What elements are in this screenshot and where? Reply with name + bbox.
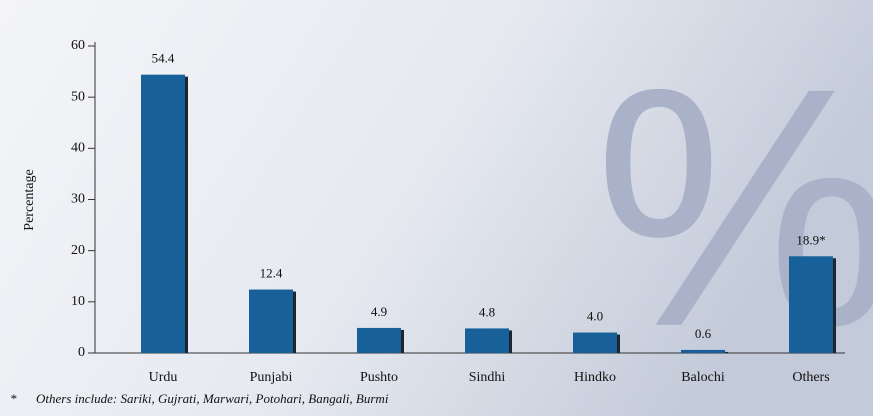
x-tick-label: Sindhi	[469, 370, 506, 385]
value-label: 4.9	[371, 304, 387, 319]
value-label: 54.4	[152, 51, 175, 66]
bar	[357, 327, 401, 353]
footnote-marker: *	[10, 391, 17, 406]
y-tick-label: 40	[71, 141, 85, 156]
y-axis-label: Percentage	[22, 169, 37, 230]
y-tick-label: 10	[71, 294, 85, 309]
y-tick-label: 50	[71, 89, 85, 104]
value-label: 4.0	[587, 309, 603, 324]
y-tick-label: 60	[71, 38, 85, 53]
y-tick-label: 0	[78, 345, 85, 360]
value-label: 12.4	[260, 266, 283, 281]
bar	[573, 332, 617, 353]
bar	[789, 256, 833, 353]
value-label: 18.9*	[796, 232, 825, 247]
bar	[141, 74, 185, 354]
bar	[465, 328, 509, 353]
x-tick-label: Pushto	[360, 370, 398, 385]
bar	[249, 289, 293, 353]
bar	[681, 349, 725, 353]
y-tick-label: 30	[71, 192, 85, 207]
y-tick-label: 20	[71, 243, 85, 258]
x-tick-label: Balochi	[681, 370, 725, 385]
value-label: 4.8	[479, 304, 495, 319]
value-label: 0.6	[695, 326, 712, 341]
footnote: Others include: Sariki, Gujrati, Marwari…	[36, 391, 389, 406]
x-tick-label: Punjabi	[250, 370, 293, 385]
x-tick-label: Others	[792, 370, 829, 385]
x-tick-label: Hindko	[574, 370, 616, 385]
x-tick-label: Urdu	[149, 370, 178, 385]
